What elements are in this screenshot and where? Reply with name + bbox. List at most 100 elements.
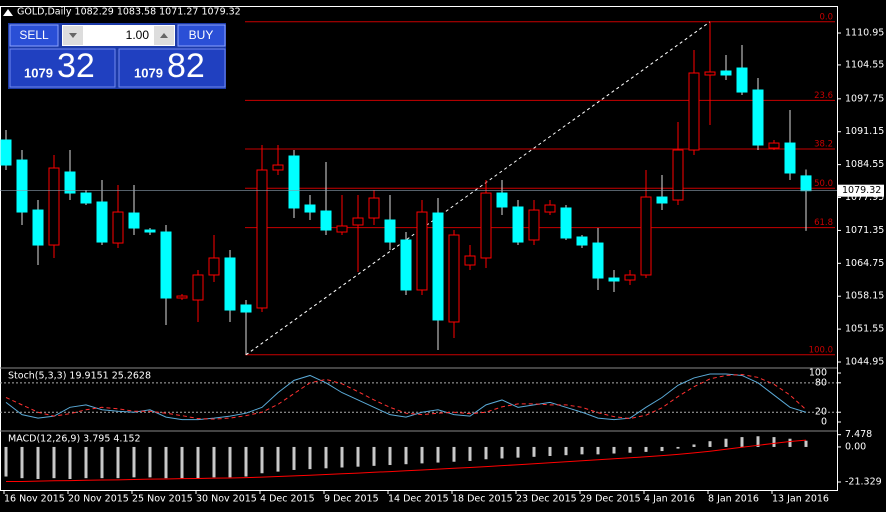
macd-bar [548, 446, 552, 456]
bid-small: 32 [57, 47, 95, 85]
fib-anchor [245, 21, 711, 356]
macd-bar [692, 444, 696, 447]
bid-box[interactable] [9, 48, 116, 88]
macd-bar [388, 446, 392, 466]
macd-bar [788, 438, 792, 447]
candle-body [16, 159, 28, 213]
macd-bar [228, 446, 232, 478]
macd-bar [260, 446, 264, 474]
macd-bar [532, 446, 536, 457]
candle-body [32, 209, 44, 246]
x-tick-label: 13 Jan 2016 [772, 494, 829, 505]
buy-label[interactable]: BUY [189, 28, 214, 42]
macd-bar [68, 446, 72, 479]
y-tick-label: 7.478 [845, 429, 872, 440]
y-tick-label: 1058.15 [845, 291, 884, 302]
x-tick-label: 4 Jan 2016 [644, 494, 695, 505]
arrow-down [69, 33, 77, 38]
ask-box[interactable] [118, 48, 226, 88]
candle-body [400, 239, 412, 291]
candle-body [656, 196, 668, 204]
candle-body [352, 217, 364, 226]
x-tick-label: 8 Jan 2016 [708, 494, 759, 505]
candle-body [368, 197, 380, 219]
candle-body [176, 295, 188, 299]
candle-body [320, 210, 332, 231]
macd-bar [356, 446, 360, 467]
lot-value[interactable]: 1.00 [126, 28, 150, 42]
candle-body [576, 236, 588, 246]
buy-button[interactable] [177, 24, 226, 47]
candle-body [384, 219, 396, 243]
stoch-line [5, 373, 807, 421]
candle-body [736, 67, 748, 93]
y-tick-label: 1064.75 [845, 258, 884, 269]
y-tick-label: 1077.95 [845, 192, 884, 203]
candle-body [496, 192, 508, 208]
candle-body [128, 212, 140, 229]
sell-label[interactable]: SELL [19, 28, 49, 42]
candle-body [768, 142, 780, 149]
macd-bar [132, 446, 136, 478]
candle-body [752, 89, 764, 146]
macd-bar [84, 446, 88, 479]
macd-bar [324, 446, 328, 469]
frame [0, 6, 838, 491]
macd-bar [52, 446, 56, 479]
macd-bar [724, 438, 728, 447]
candle-body [448, 234, 460, 323]
price-tag-label: 1079.32 [842, 185, 881, 196]
macd-bar [708, 441, 712, 447]
lot-field[interactable] [62, 25, 175, 46]
candle-body [48, 167, 60, 246]
arrow-up [160, 33, 168, 38]
signal-line [6, 439, 807, 482]
candle-body [640, 196, 652, 276]
candle-body [96, 201, 108, 243]
y-tick-label: 1071.35 [845, 225, 884, 236]
candle-body [416, 211, 428, 291]
candle-body [336, 225, 348, 233]
fib-label: 50.0 [814, 179, 833, 189]
candle-body [784, 142, 796, 174]
macd-bar [420, 446, 424, 464]
candle-body [704, 71, 716, 76]
price-tag [838, 184, 884, 197]
candle-body [592, 242, 604, 279]
macd-bar [148, 446, 152, 478]
candle-body [272, 164, 284, 171]
candle-body [512, 206, 524, 243]
macd-bar [20, 446, 24, 479]
macd-bar [660, 446, 664, 452]
macd-bar [676, 446, 680, 449]
macd-bar [500, 446, 504, 459]
macd-bar [468, 446, 472, 461]
collapse-icon[interactable] [3, 9, 13, 16]
macd-bar [36, 446, 40, 479]
macd-bar [180, 446, 184, 479]
x-tick-label: 16 Nov 2015 [4, 494, 65, 505]
ask-big: 1079 [134, 65, 163, 80]
candle-body [608, 277, 620, 282]
candle-body [160, 231, 172, 299]
candle-body [464, 255, 476, 266]
bid-big: 1079 [24, 65, 53, 80]
candle-body [720, 70, 732, 76]
candle-body [256, 169, 268, 309]
fib-label: 0.0 [819, 12, 833, 22]
macd-bar [372, 446, 376, 466]
y-tick-label: -21.329 [845, 476, 882, 487]
candle-body [560, 207, 572, 239]
macd-bar [740, 437, 744, 447]
y-tick-label: 1110.95 [845, 28, 884, 39]
sell-button[interactable] [9, 24, 59, 47]
candle-body [304, 204, 316, 213]
macd-bar [772, 437, 776, 447]
macd-bar [804, 440, 808, 447]
candle-body [192, 274, 204, 301]
macd-bar [756, 436, 760, 447]
candle-body [0, 139, 12, 166]
candle-body [80, 192, 92, 204]
macd-bar [516, 446, 520, 458]
stoch-line [5, 373, 807, 420]
